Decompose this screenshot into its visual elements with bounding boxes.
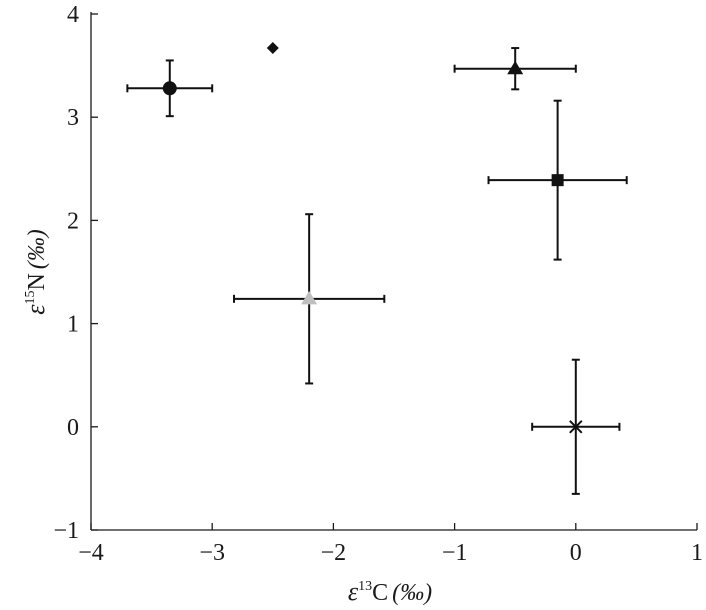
marker-circle	[162, 81, 177, 96]
axes	[90, 12, 697, 531]
x-tick-label: 1	[691, 540, 703, 566]
y-axis-label-symbol: ε	[21, 304, 50, 315]
x-axis-label-unit: (‰)	[392, 580, 432, 606]
data-point-diamond	[266, 42, 279, 55]
y-axis-label-sup: 15	[23, 291, 38, 305]
x-tick-label: 0	[570, 540, 582, 566]
x-axis-label-base: C	[372, 580, 388, 606]
marker-triangle	[301, 290, 318, 305]
y-tick-label: 3	[67, 105, 79, 131]
data-point-circle	[126, 59, 214, 118]
marker-cross-stroke	[569, 420, 583, 434]
marker-diamond	[266, 42, 279, 55]
data-point-triangle	[453, 47, 577, 91]
y-tick-label: −1	[53, 518, 79, 544]
data-point-triangle	[233, 213, 386, 385]
x-axis-label-symbol: ε	[348, 577, 359, 606]
data-point-square	[487, 99, 628, 261]
y-tick-label: 1	[67, 312, 79, 338]
y-axis-label-unit: (‰)	[24, 229, 50, 269]
x-axis-label: ε13C (‰)	[348, 577, 432, 606]
marker-square	[551, 174, 564, 187]
y-tick-label: 2	[67, 208, 79, 234]
data-points	[126, 42, 628, 495]
y-axis-label-base: N	[24, 273, 50, 290]
x-tick-label: −2	[321, 540, 347, 566]
x-ticks: −4 −3 −2 −1 0 1	[78, 523, 703, 566]
y-tick-label: 4	[67, 2, 79, 28]
y-ticks: −1 0 1 2 3 4	[53, 2, 98, 544]
x-tick-label: −4	[78, 540, 104, 566]
x-tick-label: −3	[199, 540, 225, 566]
x-axis-label-sup: 13	[358, 579, 372, 594]
x-tick-label: −1	[442, 540, 468, 566]
y-axis-label: ε15N (‰)	[21, 229, 50, 315]
marker-triangle	[507, 60, 524, 75]
data-point-cross	[531, 358, 621, 495]
y-tick-label: 0	[67, 415, 79, 441]
